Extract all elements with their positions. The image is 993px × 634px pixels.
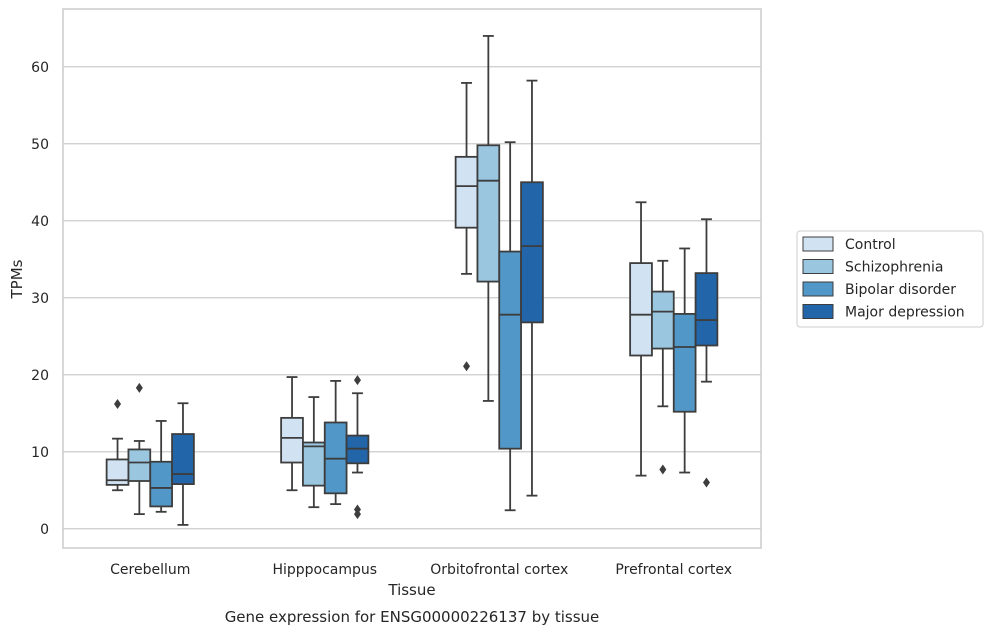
box-bipolar-disorder	[323, 380, 348, 506]
y-tick-label: 20	[31, 368, 49, 384]
box-body	[672, 313, 697, 413]
legend-swatch	[802, 236, 834, 252]
outlier-marker	[353, 509, 361, 520]
box-body	[454, 155, 479, 229]
x-tick-label: Hipppocampus	[272, 562, 377, 578]
box-major-depression	[345, 375, 370, 520]
outlier-marker	[463, 361, 471, 372]
box-control	[629, 201, 653, 477]
legend-label: Bipolar disorder	[845, 282, 956, 298]
y-tick-label: 0	[40, 522, 49, 538]
y-tick-label: 10	[31, 445, 49, 461]
box-body	[171, 433, 195, 485]
legend-swatch	[802, 259, 834, 274]
box-schizophrenia	[476, 35, 501, 402]
box-body	[127, 448, 152, 482]
y-tick-label: 30	[31, 291, 49, 307]
box-bipolar-disorder	[672, 247, 697, 474]
plot-boxes	[105, 35, 719, 526]
outlier-marker	[135, 382, 143, 393]
box-body	[520, 181, 544, 324]
legend: Control Schizophrenia Bipolar disorder Majo…	[796, 230, 984, 328]
box-major-depression	[520, 79, 544, 497]
outlier-marker	[353, 375, 361, 386]
box-control	[454, 82, 479, 372]
box-body	[149, 460, 173, 508]
x-tick-label: Orbitofrontal cortex	[430, 562, 568, 578]
box-schizophrenia	[302, 396, 326, 509]
legend-label: Major depression	[845, 305, 965, 321]
outlier-marker	[114, 399, 122, 410]
legend-label: Control	[845, 237, 896, 253]
y-tick-label: 60	[31, 60, 49, 76]
x-tick-label: Cerebellum	[110, 562, 190, 578]
box-control	[280, 376, 304, 492]
box-schizophrenia	[651, 259, 675, 475]
legend-swatch	[802, 304, 834, 319]
plot-frame	[62, 8, 762, 549]
y-axis-label: TPMs	[8, 259, 26, 299]
box-body	[651, 290, 675, 350]
y-tick-label: 40	[31, 214, 49, 230]
x-tick-label: Prefrontal cortex	[615, 562, 732, 578]
box-bipolar-disorder	[498, 141, 522, 512]
y-tick-labels: 0 10 20 30 40 50 60	[31, 60, 49, 538]
x-axis-label: Tissue	[387, 581, 435, 599]
outlier-marker	[659, 464, 667, 475]
legend-frame	[796, 230, 984, 328]
box-body	[498, 250, 522, 450]
box-body	[302, 441, 326, 487]
box-body	[694, 272, 719, 347]
box-major-depression	[694, 218, 719, 488]
box-schizophrenia	[127, 382, 152, 516]
chart-caption: Gene expression for ENSG00000226137 by t…	[225, 608, 600, 626]
box-body	[280, 416, 304, 464]
box-control	[105, 399, 130, 492]
legend-swatch	[802, 281, 834, 297]
box-body	[629, 262, 653, 357]
box-body	[476, 144, 501, 283]
y-tick-label: 50	[31, 137, 49, 153]
x-tick-labels: Cerebellum Hipppocampus Orbitofrontal cort…	[110, 562, 732, 578]
box-bipolar-disorder	[149, 420, 173, 513]
outlier-marker	[702, 477, 710, 488]
legend-label: Schizophrenia	[845, 260, 943, 276]
box-major-depression	[171, 402, 195, 526]
